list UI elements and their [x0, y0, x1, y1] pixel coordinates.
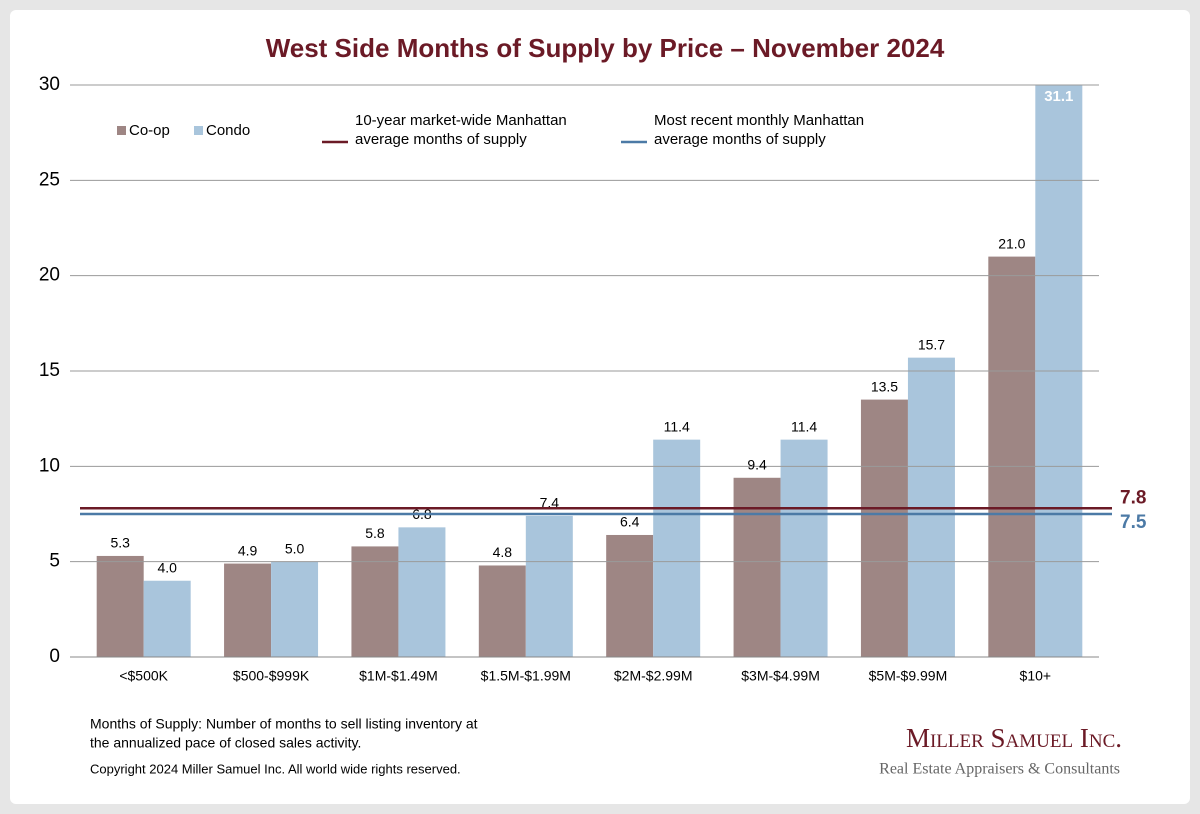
bar	[143, 580, 191, 657]
footnote: Months of Supply: Number of months to se…	[90, 716, 478, 732]
legend-label: average months of supply	[654, 131, 826, 148]
legend-label: Condo	[206, 122, 250, 139]
bar	[351, 546, 399, 657]
bar	[653, 439, 701, 657]
reference-label: 7.8	[1120, 487, 1146, 508]
value-label: 5.3	[110, 535, 130, 551]
value-label: 13.5	[871, 378, 898, 394]
chart-title: West Side Months of Supply by Price – No…	[266, 33, 945, 63]
logo-tagline: Real Estate Appraisers & Consultants	[879, 761, 1120, 778]
y-tick-label: 10	[39, 455, 60, 476]
legend-swatch	[194, 126, 203, 135]
x-tick-label: <$500K	[119, 668, 168, 684]
value-label: 11.4	[791, 418, 817, 434]
bar	[478, 565, 526, 657]
copyright: Copyright 2024 Miller Samuel Inc. All wo…	[90, 761, 461, 776]
y-tick-label: 25	[39, 169, 60, 190]
bar	[780, 439, 828, 657]
y-tick-label: 0	[49, 646, 60, 667]
value-label: 4.8	[493, 544, 513, 560]
bar	[860, 399, 908, 657]
bar	[271, 561, 319, 657]
legend-label: Co-op	[129, 122, 170, 139]
bar	[606, 534, 654, 657]
y-tick-label: 15	[39, 360, 60, 381]
reference-label: 7.5	[1120, 512, 1147, 533]
value-label: 5.8	[365, 525, 385, 541]
x-tick-label: $3M-$4.99M	[741, 668, 820, 684]
bar	[224, 563, 272, 657]
x-tick-label: $500-$999K	[233, 668, 310, 684]
value-label: 31.1	[1044, 88, 1073, 105]
x-tick-label: $10+	[1020, 668, 1052, 684]
x-tick-label: $1M-$1.49M	[359, 668, 438, 684]
legend-swatch	[117, 126, 126, 135]
legend-label: Most recent monthly Manhattan	[654, 112, 864, 129]
value-label: 4.9	[238, 542, 258, 558]
value-label: 11.4	[664, 418, 690, 434]
y-tick-label: 30	[39, 74, 60, 95]
x-tick-label: $5M-$9.99M	[869, 668, 948, 684]
legend-label: average months of supply	[355, 131, 527, 148]
y-tick-label: 20	[39, 265, 60, 286]
x-tick-label: $1.5M-$1.99M	[481, 668, 571, 684]
y-tick-label: 5	[49, 551, 60, 572]
value-label: 21.0	[998, 235, 1025, 251]
legend-label: 10-year market-wide Manhattan	[355, 112, 567, 129]
value-label: 6.4	[620, 514, 640, 530]
bar	[733, 477, 781, 657]
value-label: 4.0	[157, 559, 177, 575]
value-label: 15.7	[918, 336, 945, 352]
bar	[1035, 85, 1083, 657]
value-label: 7.4	[540, 495, 560, 511]
bar	[398, 527, 446, 657]
bar	[988, 256, 1036, 657]
bar	[525, 515, 573, 657]
bar	[96, 555, 144, 657]
value-label: 5.0	[285, 540, 305, 556]
x-tick-label: $2M-$2.99M	[614, 668, 693, 684]
value-label: 9.4	[747, 456, 767, 472]
logo-name: Miller Samuel Inc.	[906, 723, 1122, 753]
footnote: the annualized pace of closed sales acti…	[90, 735, 361, 751]
